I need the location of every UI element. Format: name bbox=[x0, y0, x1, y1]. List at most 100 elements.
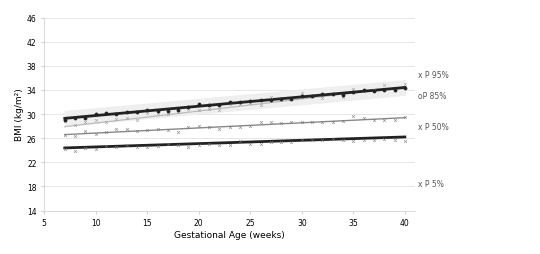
Point bbox=[122, 127, 131, 131]
Point bbox=[246, 124, 254, 129]
Point bbox=[81, 121, 90, 125]
Point bbox=[328, 137, 337, 141]
Point bbox=[339, 93, 347, 98]
Point bbox=[359, 89, 368, 93]
Point bbox=[401, 139, 409, 144]
Point bbox=[328, 93, 337, 97]
Point bbox=[215, 127, 224, 131]
Point bbox=[205, 125, 213, 129]
X-axis label: Gestational Age (weeks): Gestational Age (weeks) bbox=[174, 230, 285, 239]
Point bbox=[287, 98, 296, 102]
Point bbox=[256, 142, 265, 147]
Point bbox=[71, 117, 79, 121]
Point bbox=[369, 118, 378, 122]
Point bbox=[225, 143, 234, 147]
Point bbox=[205, 143, 213, 147]
Point bbox=[256, 99, 265, 103]
Point bbox=[174, 108, 183, 112]
Point bbox=[194, 143, 203, 147]
Point bbox=[267, 120, 275, 124]
Text: oP 85%: oP 85% bbox=[418, 92, 447, 101]
Point bbox=[277, 98, 286, 102]
Point bbox=[71, 123, 79, 127]
Text: x P 95%: x P 95% bbox=[418, 71, 449, 80]
Point bbox=[133, 146, 141, 150]
Point bbox=[256, 104, 265, 108]
Point bbox=[102, 131, 110, 135]
Point bbox=[112, 113, 120, 117]
Point bbox=[267, 96, 275, 100]
Point bbox=[267, 140, 275, 144]
Point bbox=[205, 107, 213, 111]
Point bbox=[215, 143, 224, 147]
Point bbox=[143, 109, 152, 113]
Point bbox=[328, 121, 337, 125]
Point bbox=[91, 132, 100, 136]
Point bbox=[102, 120, 110, 124]
Point bbox=[246, 142, 254, 146]
Point bbox=[349, 139, 357, 143]
Point bbox=[215, 103, 224, 107]
Point bbox=[225, 125, 234, 129]
Point bbox=[318, 139, 327, 143]
Point bbox=[277, 121, 286, 125]
Point bbox=[184, 105, 193, 109]
Point bbox=[174, 143, 183, 147]
Point bbox=[318, 92, 327, 97]
Point bbox=[318, 120, 327, 124]
Point bbox=[91, 113, 100, 117]
Point bbox=[71, 149, 79, 153]
Point bbox=[246, 100, 254, 104]
Point bbox=[298, 120, 306, 124]
Point bbox=[215, 108, 224, 113]
Point bbox=[91, 147, 100, 151]
Point bbox=[349, 88, 357, 92]
Point bbox=[390, 138, 399, 142]
Point bbox=[164, 128, 172, 132]
Point bbox=[133, 110, 141, 115]
Point bbox=[102, 144, 110, 148]
Point bbox=[401, 87, 409, 91]
Point bbox=[133, 130, 141, 134]
Point bbox=[308, 139, 316, 143]
Point bbox=[380, 89, 389, 93]
Point bbox=[153, 109, 162, 113]
Point bbox=[235, 101, 244, 105]
Point bbox=[71, 135, 79, 139]
Point bbox=[308, 94, 316, 99]
Point bbox=[133, 119, 141, 123]
Point bbox=[112, 128, 120, 132]
Point bbox=[349, 115, 357, 119]
Point bbox=[369, 89, 378, 93]
Point bbox=[91, 119, 100, 123]
Point bbox=[184, 126, 193, 130]
Point bbox=[164, 142, 172, 147]
Point bbox=[143, 112, 152, 116]
Point bbox=[277, 98, 286, 102]
Point bbox=[359, 138, 368, 142]
Point bbox=[298, 139, 306, 143]
Y-axis label: BMI (kg/m²): BMI (kg/m²) bbox=[15, 88, 24, 141]
Point bbox=[153, 127, 162, 131]
Point bbox=[174, 110, 183, 115]
Point bbox=[164, 109, 172, 113]
Point bbox=[287, 121, 296, 125]
Point bbox=[318, 96, 327, 100]
Point bbox=[328, 93, 337, 97]
Point bbox=[287, 98, 296, 102]
Point bbox=[81, 116, 90, 120]
Point bbox=[60, 147, 69, 151]
Point bbox=[339, 138, 347, 142]
Point bbox=[235, 103, 244, 107]
Point bbox=[401, 83, 409, 87]
Point bbox=[194, 108, 203, 112]
Point bbox=[235, 125, 244, 130]
Point bbox=[184, 108, 193, 112]
Point bbox=[380, 118, 389, 122]
Point bbox=[298, 95, 306, 99]
Point bbox=[390, 88, 399, 92]
Point bbox=[60, 120, 69, 124]
Point bbox=[390, 88, 399, 92]
Point bbox=[401, 116, 409, 120]
Point bbox=[60, 134, 69, 138]
